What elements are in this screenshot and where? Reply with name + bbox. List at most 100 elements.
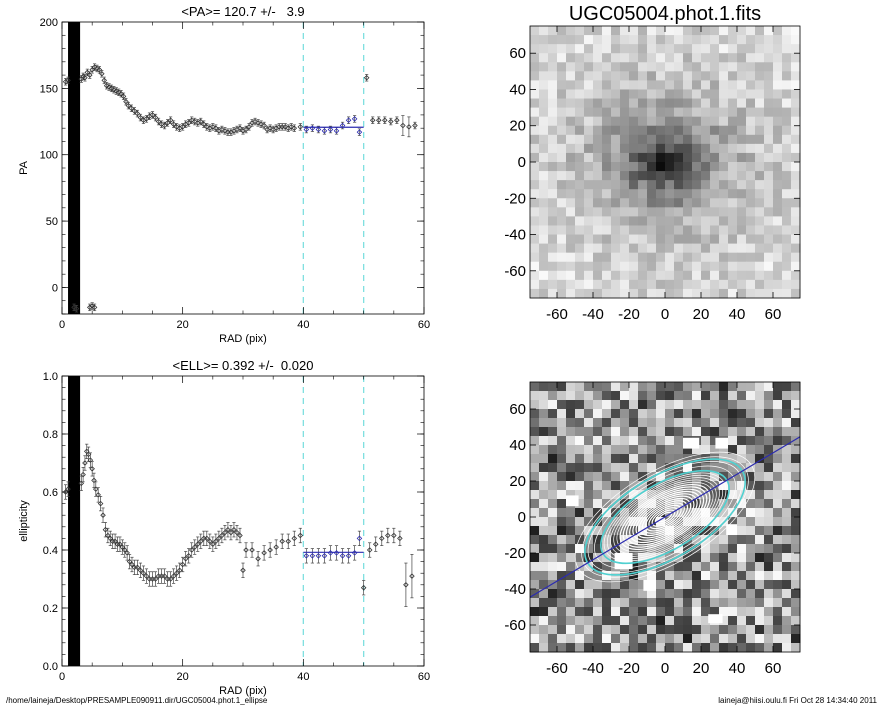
image-pixel [674, 288, 684, 299]
data-point [303, 126, 310, 133]
image-pixel [746, 553, 756, 563]
image-pixel [665, 225, 675, 236]
data-point [105, 532, 111, 539]
image-pixel [728, 436, 738, 446]
data-point [102, 526, 109, 533]
image-pixel [656, 26, 666, 36]
image-pixel [647, 616, 657, 626]
image-pixel [539, 643, 549, 653]
image-pixel [602, 89, 612, 100]
image-pixel [593, 198, 603, 208]
image-pixel [728, 89, 738, 100]
image-pixel [539, 409, 549, 419]
image-pixel [584, 598, 594, 608]
image-pixel [584, 288, 594, 299]
image-pixel [638, 98, 648, 109]
image-pixel [602, 589, 612, 599]
image-pixel [791, 53, 801, 63]
image-pixel [764, 44, 774, 54]
image-pixel [791, 544, 801, 554]
data-point [89, 303, 95, 309]
image-pixel [701, 162, 711, 172]
image-pixel [638, 189, 648, 199]
image-pixel [674, 53, 684, 63]
image-pixel [611, 180, 621, 190]
image-pixel [629, 35, 639, 45]
x-tick-label: -20 [618, 660, 640, 677]
image-pixel [737, 143, 747, 154]
image-pixel [746, 535, 756, 545]
image-pixel [602, 62, 612, 72]
image-pixel [539, 427, 549, 437]
image-pixel [782, 198, 792, 208]
data-point [216, 535, 222, 542]
image-pixel [566, 261, 576, 272]
image-pixel [539, 463, 549, 473]
image-pixel [656, 382, 666, 392]
image-pixel [593, 116, 603, 127]
image-pixel [764, 207, 774, 217]
image-pixel [638, 553, 648, 563]
image-pixel [548, 98, 558, 109]
image-pixel [710, 409, 720, 419]
image-pixel [683, 418, 693, 428]
image-pixel [656, 634, 666, 644]
image-pixel [593, 382, 603, 392]
image-pixel [764, 490, 774, 500]
image-pixel [584, 143, 594, 154]
image-pixel [593, 616, 603, 626]
image-pixel [701, 463, 711, 473]
image-pixel [539, 544, 549, 554]
image-pixel [773, 189, 783, 199]
image-pixel [530, 508, 540, 518]
image-pixel [584, 634, 594, 644]
image-pixel [746, 189, 756, 199]
image-pixel [782, 261, 792, 272]
image-pixel [755, 134, 765, 145]
image-pixel [755, 481, 765, 491]
data-point [103, 82, 110, 89]
image-pixel [656, 225, 666, 236]
image-pixel [701, 152, 711, 163]
image-pixel [647, 134, 657, 145]
image-pixel [575, 198, 585, 208]
image-pixel [638, 234, 648, 245]
image-pixel [674, 598, 684, 608]
image-pixel [638, 171, 648, 181]
image-pixel [557, 616, 567, 626]
ellipticity-profile-chart: 0 20 40 600.00.20.40.60.81.0<ELL>= 0.392 +/… [18, 358, 430, 697]
image-pixel [791, 243, 801, 254]
image-pixel [710, 279, 720, 290]
image-pixel [602, 116, 612, 127]
image-pixel [593, 270, 603, 281]
image-pixel [701, 98, 711, 109]
image-pixel [665, 589, 675, 599]
image-pixel [710, 427, 720, 437]
image-pixel [620, 216, 630, 226]
image-pixel [638, 125, 648, 136]
image-pixel [674, 162, 684, 172]
data-point [78, 480, 85, 487]
data-point [143, 116, 150, 122]
image-pixel [602, 107, 612, 118]
image-pixel [773, 26, 783, 36]
image-pixel [710, 607, 720, 617]
image-pixel [737, 634, 747, 644]
image-pixel [638, 252, 648, 263]
image-pixel [629, 643, 639, 653]
image-pixel [710, 562, 720, 572]
image-pixel [701, 252, 711, 263]
image-pixel [557, 445, 567, 455]
image-pixel [728, 490, 738, 500]
image-pixel [629, 198, 639, 208]
image-pixel [674, 116, 684, 127]
image-pixel [719, 625, 729, 635]
image-pixel [557, 270, 567, 281]
image-pixel [773, 544, 783, 554]
x-tick-label: 60 [418, 319, 430, 331]
image-pixel [548, 526, 558, 536]
image-pixel [692, 180, 702, 190]
image-pixel [629, 436, 639, 446]
image-pixel [782, 616, 792, 626]
